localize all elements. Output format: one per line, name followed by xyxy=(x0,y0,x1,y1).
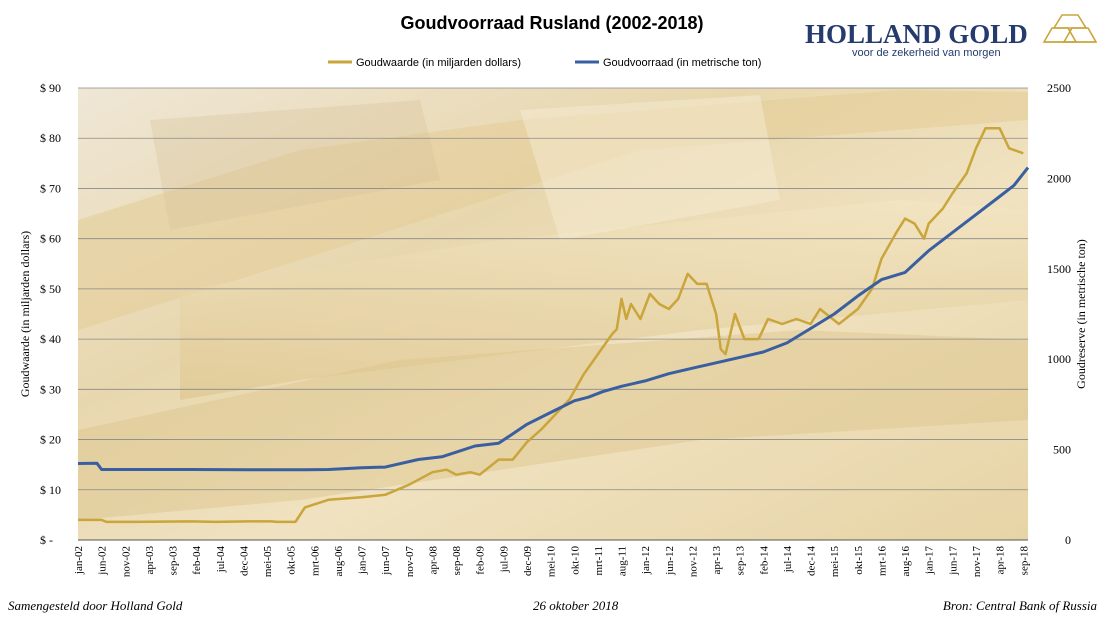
x-tick-label: sep-08 xyxy=(451,546,463,576)
y-left-tick-label: $ 20 xyxy=(40,433,61,447)
y-right-tick-label: 1000 xyxy=(1047,352,1071,366)
x-tick-label: dec-14 xyxy=(806,546,818,576)
brand-logo: HOLLAND GOLD voor de zekerheid van morge… xyxy=(805,14,1098,59)
legend-label-goudvoorraad: Goudvoorraad (in metrische ton) xyxy=(603,57,761,69)
x-tick-label: feb-04 xyxy=(191,546,203,575)
y-right-tick-label: 500 xyxy=(1053,443,1071,457)
x-tick-label: dec-09 xyxy=(522,546,534,576)
y-left-tick-label: $ 60 xyxy=(40,232,61,246)
x-tick-label: jan-12 xyxy=(640,546,652,575)
series-line-goudvoorraad xyxy=(77,166,1030,472)
chart-title: Goudvoorraad Rusland (2002-2018) xyxy=(400,13,703,33)
x-tick-label: jun-07 xyxy=(380,546,392,576)
x-tick-label: apr-03 xyxy=(144,546,156,575)
x-tick-label: jul-04 xyxy=(215,546,227,574)
x-tick-label: apr-08 xyxy=(427,546,439,575)
x-tick-label: feb-14 xyxy=(758,546,770,575)
footer-date: 26 oktober 2018 xyxy=(533,598,619,613)
brand-tagline: voor de zekerheid van morgen xyxy=(852,47,1001,59)
y-left-tick-label: $ 10 xyxy=(40,483,61,497)
x-tick-label: sep-13 xyxy=(735,546,747,576)
x-tick-label: okt-05 xyxy=(286,546,298,575)
y-right-tick-label: 2500 xyxy=(1047,81,1071,95)
y-left-tick-label: $ 70 xyxy=(40,181,61,195)
y-left-tick-label: $ 50 xyxy=(40,282,61,296)
x-tick-label: jan-17 xyxy=(924,546,936,576)
x-tick-label: feb-09 xyxy=(475,546,487,575)
x-tick-label: mei-15 xyxy=(829,546,841,578)
x-tick-label: okt-10 xyxy=(569,546,581,575)
x-tick-label: jan-02 xyxy=(73,546,85,575)
gold-bars-logo-icon xyxy=(1042,14,1098,43)
x-tick-label: jun-17 xyxy=(947,546,959,576)
x-tick-label: sep-18 xyxy=(1018,546,1030,576)
x-tick-label: okt-15 xyxy=(853,546,865,575)
x-tick-label: aug-16 xyxy=(900,546,912,577)
x-tick-labels: jan-02 jun-02 nov-02 apr-03 sep-03 feb-04 jul-… xyxy=(73,546,1030,578)
x-tick-label: nov-12 xyxy=(687,546,699,577)
x-tick-label: nov-07 xyxy=(404,546,416,578)
legend-label-goudwaarde: Goudwaarde (in miljarden dollars) xyxy=(356,57,521,69)
footer-source: Bron: Central Bank of Russia xyxy=(942,598,1097,613)
x-tick-label: apr-18 xyxy=(995,546,1007,575)
gridlines xyxy=(78,87,1028,541)
plot-background xyxy=(78,88,1028,540)
x-tick-label: mei-05 xyxy=(262,546,274,578)
series-line-goudwaarde xyxy=(78,126,1024,524)
legend: Goudwaarde (in miljarden dollars) Goudvo… xyxy=(328,57,761,69)
y-left-tick-label: $ 90 xyxy=(40,81,61,95)
x-tick-label: nov-17 xyxy=(971,546,983,578)
x-tick-label: mrt-06 xyxy=(309,546,321,576)
y-right-tick-labels: 0 500 1000 1500 2000 2500 xyxy=(1047,81,1071,547)
x-tick-label: jul-14 xyxy=(782,546,794,574)
y-right-tick-label: 0 xyxy=(1065,533,1071,547)
x-tick-label: mei-10 xyxy=(546,546,558,578)
y-left-axis-label: Goudwaarde (in miljarden dollars) xyxy=(18,231,32,397)
x-tick-label: dec-04 xyxy=(238,546,250,576)
y-left-tick-label: $ 80 xyxy=(40,131,61,145)
y-right-axis-label: Goudreserve (in metrische ton) xyxy=(1074,239,1088,389)
footer-credit: Samengesteld door Holland Gold xyxy=(8,598,183,613)
y-left-tick-labels: $ - $ 10 $ 20 $ 30 $ 40 $ 50 $ 60 $ 70 $ 80 $ 90 xyxy=(40,81,61,547)
brand-name: HOLLAND GOLD xyxy=(805,19,1028,49)
x-tick-label: jun-02 xyxy=(97,546,109,576)
x-tick-label: jun-12 xyxy=(664,546,676,576)
x-tick-label: aug-11 xyxy=(617,546,629,576)
y-left-tick-label: $ 40 xyxy=(40,332,61,346)
x-tick-label: sep-03 xyxy=(168,546,180,576)
y-right-tick-label: 1500 xyxy=(1047,262,1071,276)
x-tick-label: mrt-16 xyxy=(876,546,888,576)
y-left-tick-label: $ - xyxy=(40,533,53,547)
x-tick-label: mrt-11 xyxy=(593,546,605,576)
y-right-tick-label: 2000 xyxy=(1047,171,1071,185)
x-tick-label: jan-07 xyxy=(357,546,369,576)
x-tick-label: nov-02 xyxy=(120,546,132,577)
x-tick-label: apr-13 xyxy=(711,546,723,575)
y-left-tick-label: $ 30 xyxy=(40,382,61,396)
x-tick-label: aug-06 xyxy=(333,546,345,577)
x-tick-label: jul-09 xyxy=(498,546,510,574)
